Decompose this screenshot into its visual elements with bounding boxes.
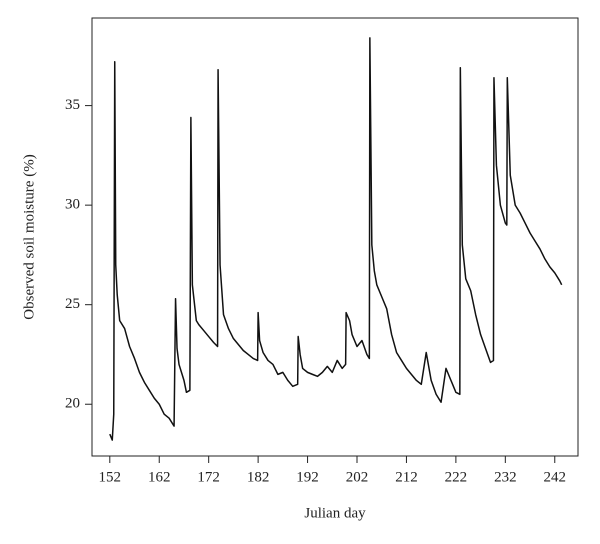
plot-frame: [91, 17, 579, 457]
x-tick-label: 232: [494, 469, 517, 485]
x-tick-label: 182: [247, 469, 270, 485]
y-tick-label: 25: [65, 296, 80, 312]
x-tick-label: 202: [346, 469, 369, 485]
x-axis-label: Julian day: [304, 505, 366, 521]
x-tick-label: 212: [395, 469, 418, 485]
x-tick-label: 242: [544, 469, 567, 485]
x-tick-label: 162: [148, 469, 171, 485]
y-tick-label: 20: [65, 396, 80, 412]
data-line: [109, 37, 563, 441]
x-tick-label: 152: [99, 469, 122, 485]
x-tick-label: 192: [296, 469, 319, 485]
x-tick-label: 172: [197, 469, 220, 485]
x-tick-label: 222: [445, 469, 468, 485]
y-axis-label: Observed soil moisture (%): [21, 154, 37, 319]
y-tick-label: 35: [65, 97, 80, 113]
y-tick-label: 30: [65, 197, 80, 213]
